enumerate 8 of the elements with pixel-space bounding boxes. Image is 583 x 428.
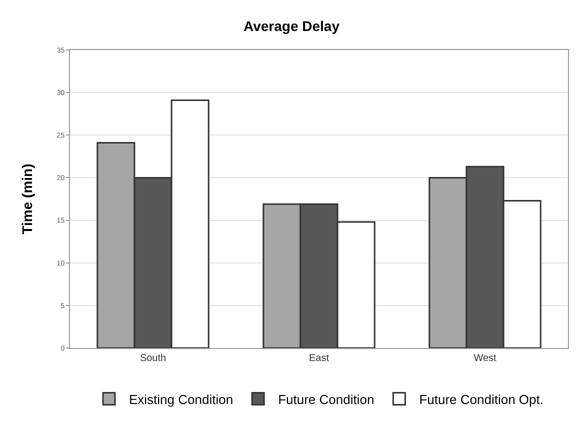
chart-title: Average Delay (244, 18, 340, 34)
legend-label: Future Condition Opt. (419, 392, 544, 407)
x-tick-label: West (474, 353, 497, 364)
legend-label: Future Condition (278, 392, 374, 407)
x-tick-label: South (140, 353, 166, 364)
x-tick-label: East (308, 353, 330, 364)
y-axis-title: Time (min) (19, 164, 35, 234)
legend-label: Existing Condition (129, 392, 234, 407)
